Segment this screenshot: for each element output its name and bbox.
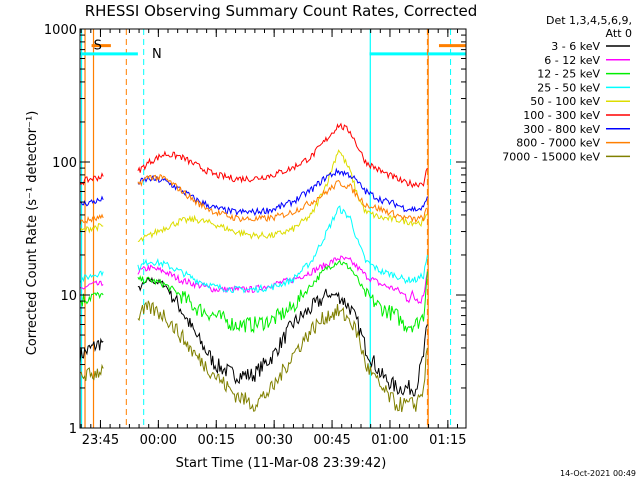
- y-axis-label: Corrected Count Rate (s⁻¹ detector⁻¹): [25, 111, 40, 356]
- series-800-7000keV: [79, 173, 428, 226]
- series-line: [137, 122, 428, 189]
- series-12-25keV: [79, 259, 428, 334]
- series-6-12keV: [79, 255, 428, 305]
- series-line: [137, 149, 428, 242]
- chart-title: RHESSI Observing Summary Count Rates, Co…: [85, 2, 478, 20]
- x-tick-label: 23:45: [82, 433, 119, 448]
- series-line: [79, 270, 104, 284]
- legend-entry-label: 6 - 12 keV: [544, 54, 600, 67]
- x-tick-label: 00:15: [198, 433, 235, 448]
- legend-entry-label: 800 - 7000 keV: [516, 137, 600, 150]
- legend-entry-label: 7000 - 15000 keV: [502, 150, 600, 163]
- x-tick-label: 00:30: [255, 433, 292, 448]
- series-line: [79, 363, 104, 382]
- series-line: [79, 213, 104, 226]
- series-line: [137, 173, 428, 224]
- legend-entry-label: 25 - 50 keV: [537, 81, 600, 94]
- legend-header: Det 1,3,4,5,6,9,: [546, 14, 632, 27]
- series-line: [137, 300, 428, 413]
- series-line: [137, 276, 428, 397]
- series-100-300keV: [79, 122, 428, 189]
- series-line: [137, 259, 428, 334]
- series-25-50keV: [79, 205, 428, 294]
- marker-label-S: S: [94, 39, 102, 54]
- y-tick-label: 100: [52, 156, 77, 171]
- legend-entry-label: 12 - 25 keV: [537, 68, 600, 81]
- series-line: [79, 280, 104, 290]
- y-tick-label: 1: [69, 422, 77, 437]
- legend-entry-label: 50 - 100 keV: [530, 95, 600, 108]
- series-line: [79, 195, 104, 207]
- series-3-6keV: [79, 276, 428, 397]
- marker-label-N: N: [152, 47, 162, 62]
- x-tick-label: 01:15: [429, 433, 466, 448]
- x-tick-label: 00:00: [140, 433, 177, 448]
- series-line: [79, 223, 104, 234]
- footer-timestamp: 14-Oct-2021 00:49: [560, 469, 636, 478]
- series-7000-15000keV: [79, 300, 428, 413]
- y-tick-label: 1000: [44, 23, 77, 38]
- legend-entry-label: 3 - 6 keV: [551, 40, 600, 53]
- legend-entry-label: 300 - 800 keV: [523, 123, 600, 136]
- plot-frame: [79, 28, 467, 429]
- legend-header: Att 0: [606, 27, 632, 40]
- series-300-800keV: [79, 167, 428, 217]
- series-line: [79, 291, 104, 307]
- series-line: [137, 255, 428, 305]
- x-tick-label: 00:45: [313, 433, 350, 448]
- y-tick-label: 10: [60, 289, 77, 304]
- x-tick-label: 01:00: [371, 433, 408, 448]
- series-line: [137, 167, 428, 217]
- series-50-100keV: [79, 149, 428, 242]
- x-axis-label: Start Time (11-Mar-08 23:39:42): [176, 456, 387, 471]
- series-line: [79, 337, 104, 364]
- series-line: [137, 205, 428, 294]
- legend-entry-label: 100 - 300 keV: [523, 109, 600, 122]
